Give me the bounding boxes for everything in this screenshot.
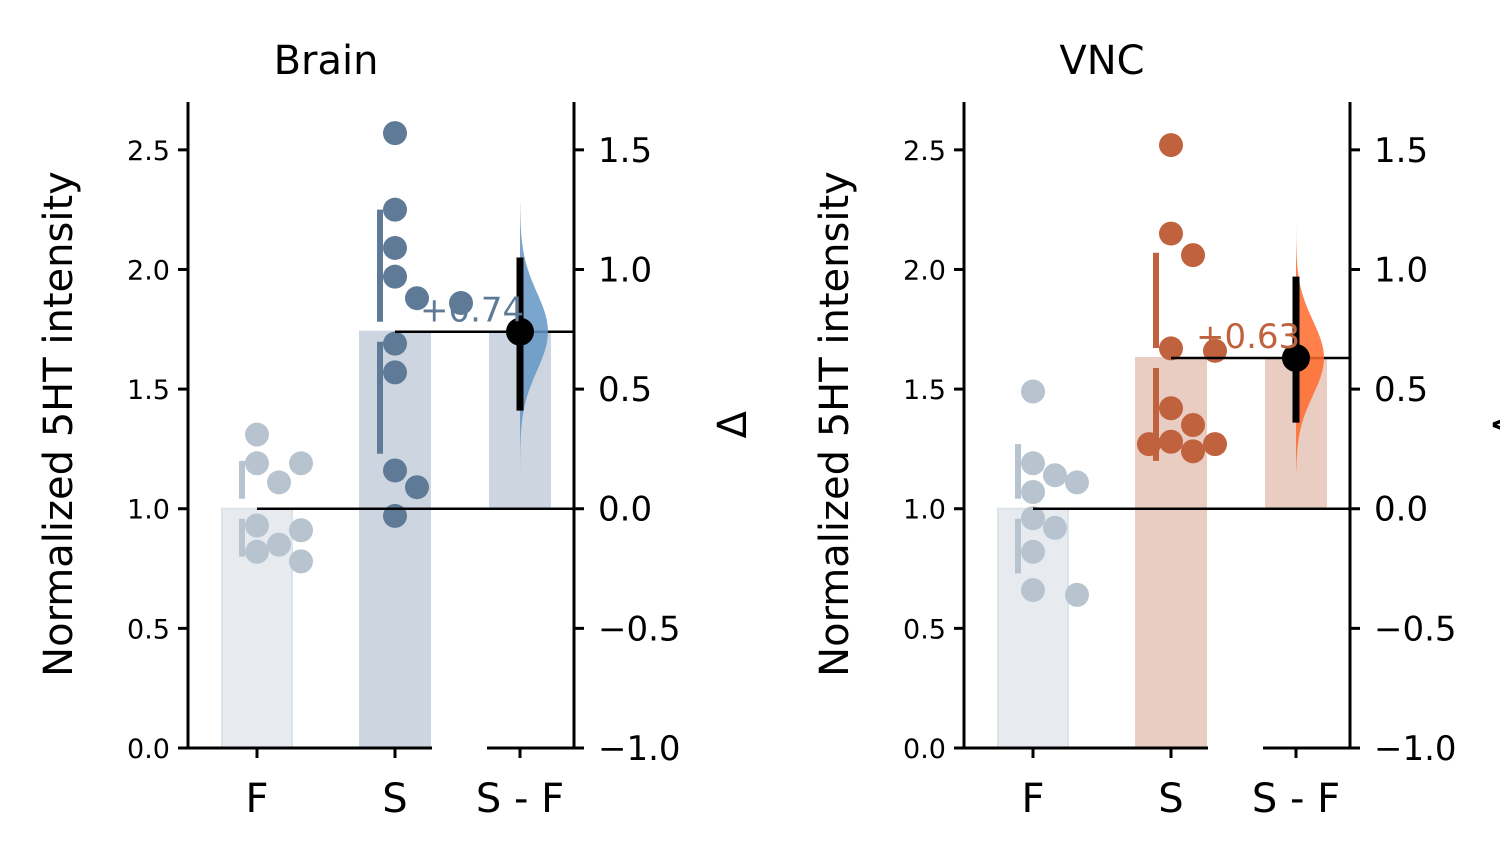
data-point-s (1159, 396, 1183, 421)
data-point-s (1159, 336, 1183, 361)
data-point-s (1203, 432, 1227, 457)
data-point-s (383, 331, 407, 356)
y-axis-label: Normalized 5HT intensity (36, 171, 82, 677)
data-point-s (383, 458, 407, 483)
data-point-f (1021, 451, 1045, 476)
delta-tick-label: 0.5 (598, 370, 652, 410)
y-tick-label: 0.5 (903, 614, 946, 645)
delta-axis-label: Δ (1486, 410, 1500, 438)
data-point-s (449, 290, 473, 315)
y-tick-label: 0.0 (127, 734, 170, 765)
delta-tick-label: −0.5 (1374, 609, 1457, 649)
x-tick-label: S - F (476, 776, 564, 822)
y-tick-label: 2.0 (127, 255, 170, 286)
data-point-s (1159, 133, 1183, 158)
data-point-s (383, 197, 407, 222)
delta-tick-label: 0.5 (1374, 370, 1428, 410)
data-point-f (1021, 539, 1045, 564)
data-point-f (245, 422, 269, 447)
data-point-f (289, 549, 313, 574)
delta-axis-label: Δ (710, 410, 756, 438)
data-point-s (1159, 221, 1183, 246)
y-tick-label: 2.0 (903, 255, 946, 286)
delta-point (1282, 344, 1310, 373)
data-point-s (405, 475, 429, 500)
x-tick-label: F (1021, 776, 1044, 822)
x-tick-label: S (382, 776, 407, 822)
data-point-f (289, 451, 313, 476)
data-point-f (245, 451, 269, 476)
y-tick-label: 0.0 (903, 734, 946, 765)
data-point-s (1181, 439, 1205, 464)
data-point-f (1043, 463, 1067, 488)
delta-tick-label: 1.0 (598, 250, 652, 290)
data-point-s (1159, 429, 1183, 454)
data-point-f (245, 513, 269, 538)
delta-tick-label: −1.0 (598, 729, 681, 769)
panel-brain: Brain +0.74 0.0 0.5 1.0 1.5 2.0 2.5 −1.0 −0.5 0.0 0… (36, 38, 756, 822)
y-axis-label: Normalized 5HT intensity (812, 171, 858, 677)
data-point-f (267, 532, 291, 557)
data-point-s (383, 121, 407, 146)
y-tick-label: 1.5 (127, 375, 170, 406)
data-point-f (1021, 379, 1045, 404)
x-tick-label: S (1158, 776, 1183, 822)
data-point-f (1065, 470, 1089, 495)
data-point-f (289, 518, 313, 543)
delta-tick-label: 1.5 (598, 131, 652, 171)
delta-tick-label: 1.5 (1374, 131, 1428, 171)
delta-tick-label: 0.0 (598, 490, 652, 530)
data-point-f (1021, 578, 1045, 603)
panel-title: Brain (274, 38, 379, 84)
y-tick-label: 1.5 (903, 375, 946, 406)
data-point-f (1021, 479, 1045, 504)
delta-tick-label: −0.5 (598, 609, 681, 649)
delta-tick-label: −1.0 (1374, 729, 1457, 769)
y-tick-label: 2.5 (903, 136, 946, 167)
y-tick-label: 2.5 (127, 136, 170, 167)
data-point-s (405, 286, 429, 311)
delta-point (506, 317, 534, 346)
x-tick-label: F (245, 776, 268, 822)
delta-value-label: +0.63 (1196, 317, 1300, 357)
delta-value-label: +0.74 (420, 291, 524, 331)
data-point-s (1181, 243, 1205, 268)
data-point-s (1137, 432, 1161, 457)
data-point-f (1065, 582, 1089, 607)
delta-tick-label: 1.0 (1374, 250, 1428, 290)
data-point-f (267, 470, 291, 495)
panel-vnc: VNC +0.63 0.0 0.5 1.0 1.5 2.0 2.5 −1.0 −0.5 0.0 0.5… (812, 38, 1500, 822)
panel-title: VNC (1059, 38, 1144, 84)
data-point-s (383, 235, 407, 260)
bootstrap-distribution (1296, 228, 1324, 471)
bootstrap-distribution (520, 202, 548, 473)
data-point-s (1181, 413, 1205, 437)
delta-tick-label: 0.0 (1374, 490, 1428, 530)
data-point-s (383, 360, 407, 385)
bar-s (359, 330, 431, 749)
y-tick-label: 0.5 (127, 614, 170, 645)
y-tick-label: 1.0 (903, 495, 946, 526)
data-point-s (383, 264, 407, 289)
data-point-f (1021, 506, 1045, 531)
x-tick-label: S - F (1252, 776, 1340, 822)
data-point-f (1043, 515, 1067, 540)
data-point-f (245, 539, 269, 564)
y-tick-label: 1.0 (127, 495, 170, 526)
